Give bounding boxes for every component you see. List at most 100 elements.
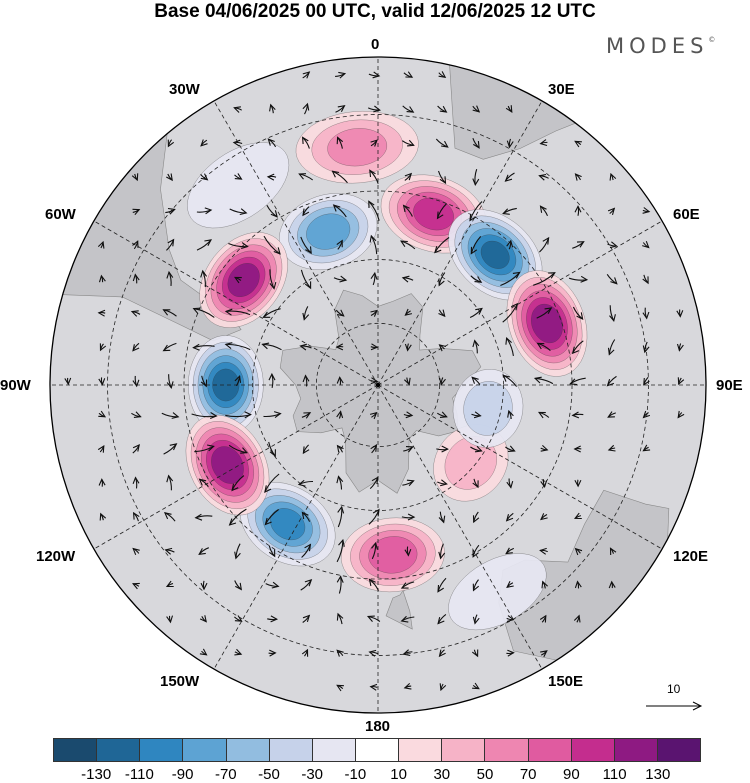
streamline-arrowhead	[406, 479, 415, 487]
streamline-arrowhead	[166, 615, 174, 624]
streamline-arrowhead	[336, 575, 344, 583]
streamline-arrowhead	[469, 213, 477, 222]
streamline-arrowhead	[438, 278, 445, 287]
streamline-arrowhead	[271, 581, 280, 589]
streamline-arrowhead	[198, 548, 206, 555]
streamline-arrowhead	[404, 308, 413, 316]
streamline-arrowhead	[336, 444, 344, 453]
streamline-arrowhead	[369, 683, 378, 691]
copyright-mark: ©	[708, 36, 716, 44]
colorbar-tick-label: 70	[519, 766, 537, 783]
streamline-arrowhead	[336, 612, 344, 621]
streamline	[225, 414, 251, 418]
colorbar	[53, 738, 701, 762]
streamline-arrowhead	[574, 479, 582, 488]
streamline-arrowhead	[537, 411, 546, 419]
streamline-arrowhead	[539, 614, 547, 623]
streamline-arrowhead	[98, 274, 106, 283]
anomaly-contour	[327, 128, 387, 167]
streamline-arrowhead	[472, 480, 479, 489]
streamline-arrowhead	[231, 483, 239, 492]
streamline-arrowhead	[437, 616, 445, 625]
streamline-arrowhead	[336, 684, 344, 692]
anomaly-center	[187, 142, 290, 229]
streamline-arrowhead	[131, 173, 139, 182]
streamline-arrowhead	[262, 311, 271, 318]
streamline-arrowhead	[241, 242, 249, 250]
streamline-arrowhead	[302, 374, 310, 383]
streamline-arrowhead	[507, 649, 515, 657]
streamline-arrowhead	[273, 247, 281, 255]
streamline-arrowhead	[440, 479, 448, 487]
streamline-arrowhead	[370, 139, 378, 147]
anomaly-contour	[306, 213, 351, 250]
streamline-arrowhead	[504, 174, 513, 182]
streamline-arrowhead	[234, 276, 242, 284]
wind-streamlines	[64, 71, 685, 692]
streamline-arrowhead	[270, 615, 279, 623]
streamline-arrowhead	[270, 210, 278, 218]
streamline-arrowhead	[266, 173, 275, 181]
streamline-arrowhead	[571, 346, 580, 355]
streamline-arrowhead	[133, 411, 142, 418]
streamline-arrowhead	[368, 649, 377, 657]
colorbar-bin	[269, 739, 313, 761]
streamline-arrowhead	[510, 302, 519, 311]
streamline-arrowhead	[209, 412, 218, 420]
streamline-arrowhead	[472, 616, 480, 625]
streamline-arrowhead	[268, 372, 276, 381]
streamline-arrowhead	[642, 345, 650, 354]
streamline-arrowhead	[234, 615, 243, 622]
streamline-arrowhead	[98, 410, 107, 418]
streamline-arrowhead	[97, 240, 105, 249]
streamline-arrowhead	[533, 376, 542, 384]
meridian-line	[377, 384, 663, 550]
anomaly-center	[447, 209, 543, 301]
streamline-arrowhead	[608, 580, 616, 589]
streamline-arrowhead	[538, 173, 547, 181]
streamline-arrowhead	[234, 173, 243, 180]
anomaly-contour	[413, 197, 454, 231]
streamline-arrowhead	[571, 411, 580, 419]
streamline-arrowhead	[269, 649, 277, 657]
anomaly-center	[340, 517, 445, 593]
streamline-arrowhead	[336, 475, 344, 484]
streamline	[533, 272, 556, 286]
streamline-arrowhead	[404, 549, 412, 557]
colorbar-tick-label: -90	[171, 766, 194, 783]
streamline-arrowhead	[132, 273, 140, 282]
colorbar-tick-label: -130	[81, 766, 112, 783]
streamline-arrowhead	[472, 682, 480, 690]
colorbar-tick-label: -70	[214, 766, 237, 783]
streamline-arrowhead	[232, 139, 241, 147]
streamline-arrowhead	[302, 446, 310, 455]
streamline-arrowhead	[192, 343, 200, 351]
streamline-arrowhead	[438, 649, 446, 658]
lon-label-0: 0	[371, 36, 380, 53]
streamline-arrowhead	[472, 178, 480, 187]
streamline-arrowhead	[576, 241, 585, 248]
streamline-arrowhead	[132, 344, 140, 352]
streamline-arrowhead	[502, 374, 511, 382]
streamline-arrowhead	[400, 240, 408, 248]
streamline-arrowhead	[539, 139, 548, 147]
streamline-arrowhead	[167, 238, 175, 247]
streamline-arrowhead	[234, 551, 241, 560]
chart-title: Base 04/06/2025 00 UTC, valid 12/06/2025…	[154, 1, 596, 22]
colorbar-bin	[355, 739, 400, 761]
streamline-arrowhead	[470, 246, 478, 255]
streamline-arrowhead	[609, 314, 616, 322]
streamline-arrowhead	[406, 106, 415, 113]
streamline-arrowhead	[544, 307, 553, 315]
lon-label-120e: 120E	[673, 548, 709, 565]
latitude-circle	[107, 114, 649, 656]
streamline-arrowhead	[371, 541, 378, 550]
streamline-arrowhead	[370, 271, 378, 280]
streamline-arrowhead	[64, 377, 72, 386]
streamline-arrowhead	[434, 245, 442, 254]
streamline-arrowhead	[438, 551, 446, 560]
streamline-arrowhead	[336, 239, 343, 248]
streamline-arrowhead	[401, 275, 410, 283]
streamline-arrowhead	[198, 478, 207, 486]
streamline-arrowhead	[336, 376, 344, 384]
